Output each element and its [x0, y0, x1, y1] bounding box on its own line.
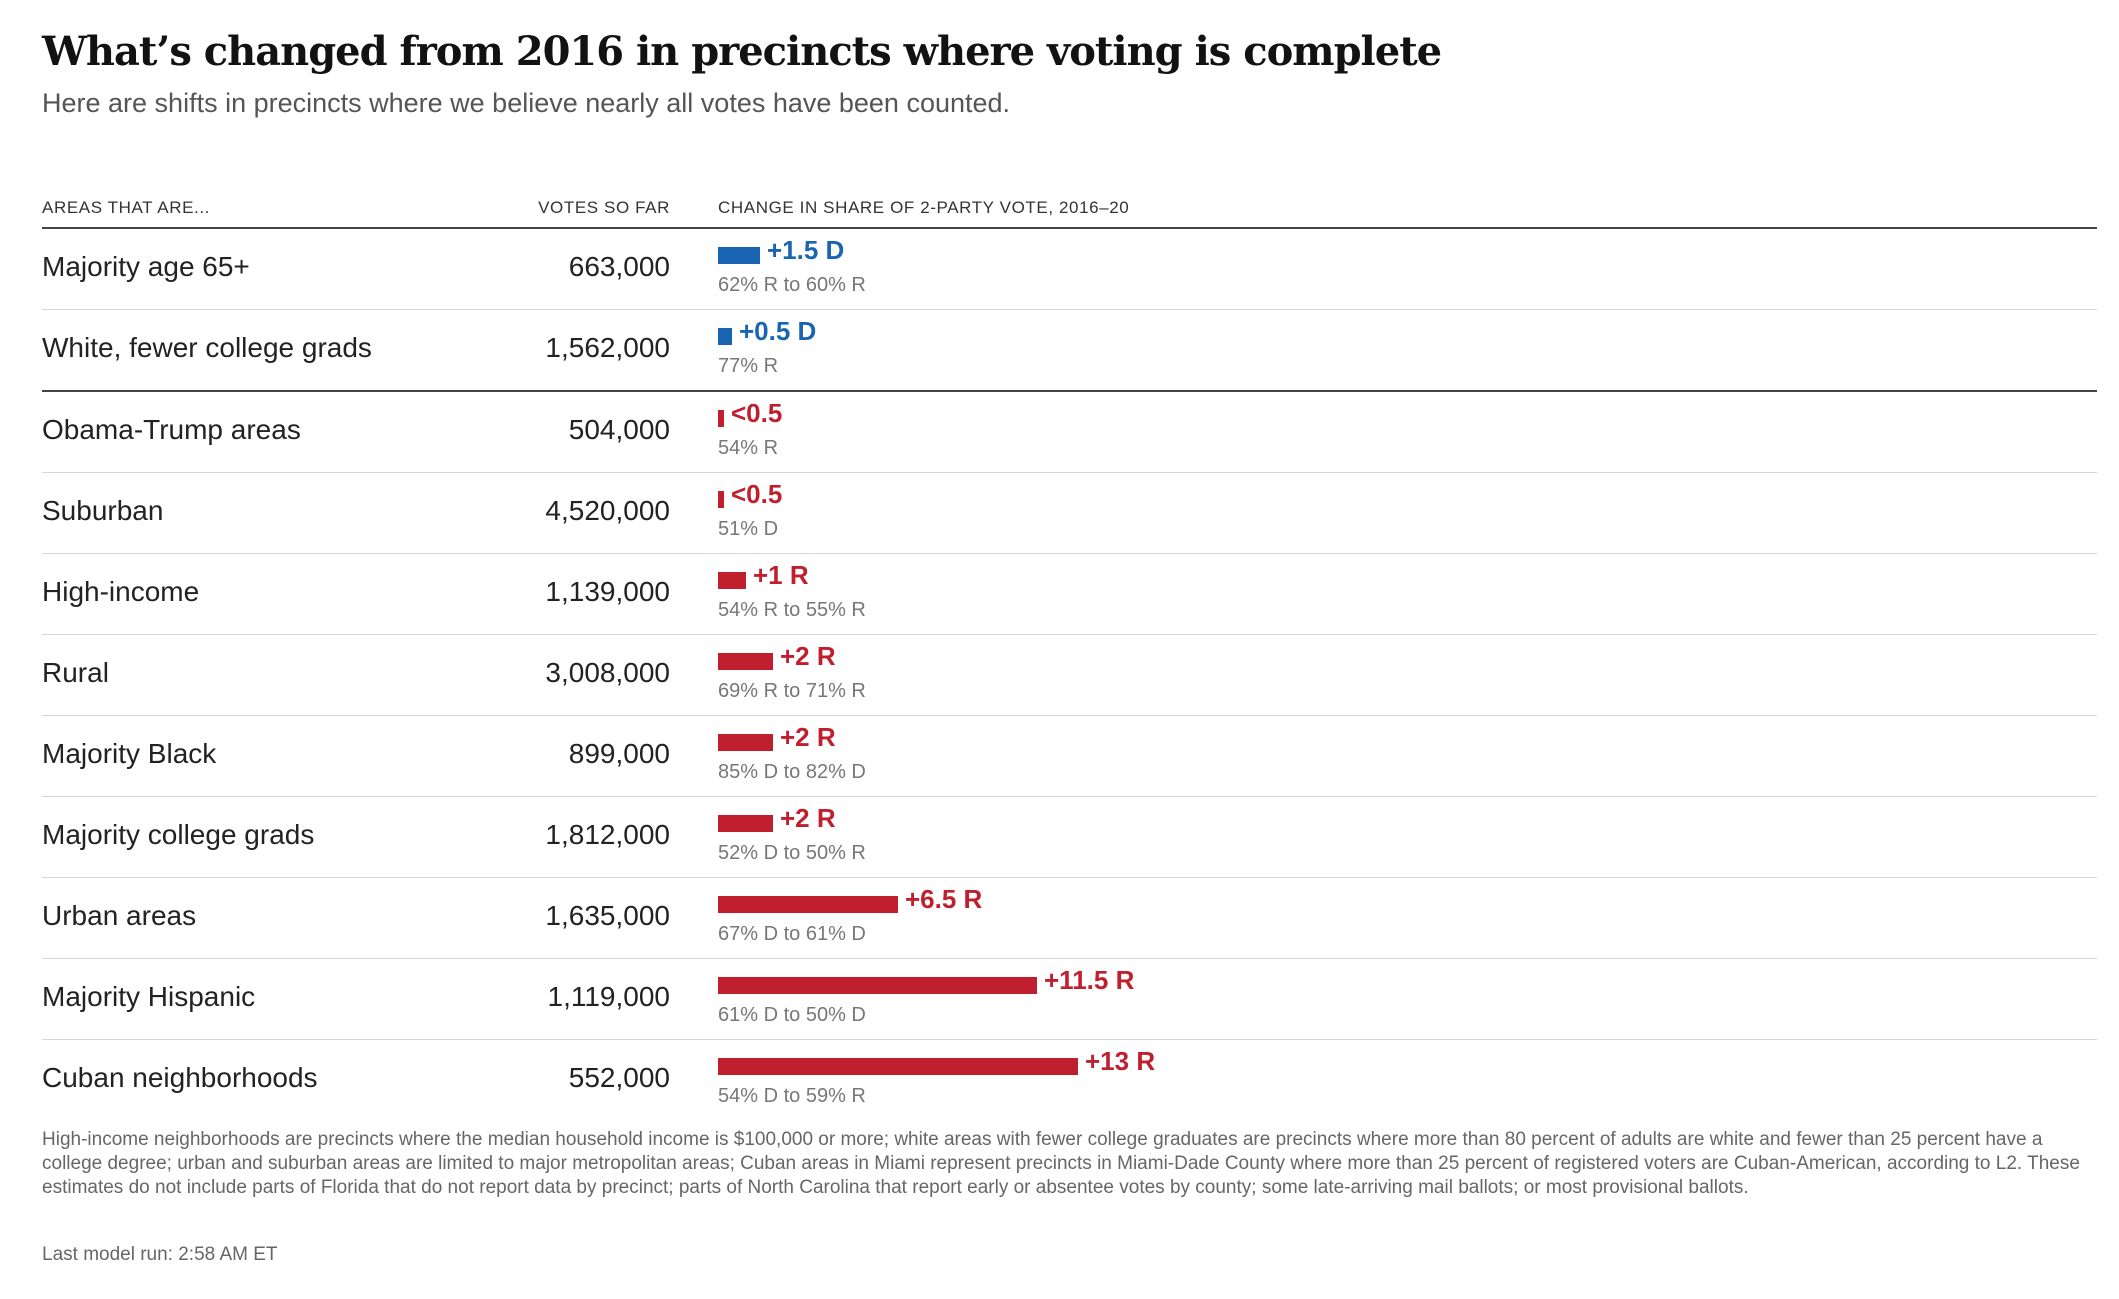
row-area-label: Suburban: [42, 495, 164, 526]
change-value-label: +2 R: [780, 803, 836, 833]
chart-title: What’s changed from 2016 in precincts wh…: [42, 28, 1442, 75]
column-header-area: AREAS THAT ARE...: [42, 198, 210, 217]
row-area-label: White, fewer college grads: [42, 332, 372, 363]
change-bar: [718, 653, 773, 670]
column-header-votes: VOTES SO FAR: [538, 198, 670, 217]
last-model-run: Last model run: 2:58 AM ET: [42, 1244, 278, 1265]
row-area-label: Urban areas: [42, 900, 197, 931]
footnote: High-income neighborhoods are precincts …: [42, 1129, 2080, 1198]
row-votes-value: 899,000: [568, 738, 670, 769]
change-value-label: <0.5: [731, 398, 783, 428]
change-value-label: +6.5 R: [905, 884, 983, 914]
row-votes-value: 504,000: [568, 414, 670, 445]
row-area-label: Majority college grads: [42, 819, 315, 850]
table-row: Majority college grads 1,812,000 +2 R 52% D…: [42, 796, 2097, 877]
row-area-label: Majority Hispanic: [42, 981, 256, 1012]
column-header-change: CHANGE IN SHARE OF 2-PARTY VOTE, 2016–20: [718, 198, 1130, 217]
table-row: Majority Black 899,000 +2 R 85% D to 82% D: [42, 715, 2097, 796]
change-bar: [718, 734, 773, 751]
share-detail: 54% R to 55% R: [718, 599, 866, 621]
share-detail: 85% D to 82% D: [718, 761, 866, 783]
change-value-label: +1.5 D: [767, 235, 845, 265]
table-row: Urban areas 1,635,000 +6.5 R 67% D to 61% D: [42, 877, 2097, 958]
share-detail: 52% D to 50% R: [718, 842, 866, 864]
row-votes-value: 663,000: [568, 251, 670, 282]
row-votes-value: 1,812,000: [545, 819, 670, 850]
change-value-label: +2 R: [780, 641, 836, 671]
change-value-label: +1 R: [753, 560, 809, 590]
table-row: Cuban neighborhoods 552,000 +13 R 54% D to …: [42, 1039, 2097, 1120]
table-row: High-income 1,139,000 +1 R 54% R to 55% R: [42, 553, 2097, 634]
change-bar: [718, 410, 724, 427]
table-row: Majority age 65+ 663,000 +1.5 D 62% R to 60…: [42, 227, 2097, 309]
change-bar: [718, 896, 898, 913]
change-value-label: +11.5 R: [1044, 965, 1135, 995]
table-row: Obama-Trump areas 504,000 <0.5 54% R: [42, 390, 2097, 472]
row-votes-value: 1,635,000: [545, 900, 670, 931]
change-value-label: +2 R: [780, 722, 836, 752]
change-value-label: <0.5: [731, 479, 783, 509]
row-area-label: High-income: [42, 576, 200, 607]
row-area-label: Obama-Trump areas: [42, 414, 301, 445]
share-detail: 67% D to 61% D: [718, 923, 866, 945]
row-votes-value: 4,520,000: [545, 495, 670, 526]
share-detail: 61% D to 50% D: [718, 1004, 866, 1026]
change-bar: [718, 977, 1037, 994]
change-bar: [718, 815, 773, 832]
row-area-label: Rural: [42, 657, 109, 688]
share-detail: 69% R to 71% R: [718, 680, 866, 702]
results-table: Majority age 65+ 663,000 +1.5 D 62% R to 60…: [42, 227, 2097, 1120]
table-row: Suburban 4,520,000 <0.5 51% D: [42, 472, 2097, 553]
change-bar: [718, 572, 746, 589]
chart-subtitle: Here are shifts in precincts where we be…: [42, 88, 1011, 118]
row-area-label: Cuban neighborhoods: [42, 1062, 318, 1093]
row-votes-value: 1,139,000: [545, 576, 670, 607]
row-votes-value: 552,000: [568, 1062, 670, 1093]
change-bar: [718, 491, 724, 508]
table-row: Rural 3,008,000 +2 R 69% R to 71% R: [42, 634, 2097, 715]
share-detail: 54% R: [718, 437, 779, 459]
change-bar: [718, 1058, 1078, 1075]
row-votes-value: 1,562,000: [545, 332, 670, 363]
row-votes-value: 1,119,000: [547, 981, 671, 1012]
share-detail: 77% R: [718, 355, 779, 377]
share-detail: 54% D to 59% R: [718, 1085, 866, 1107]
share-detail: 51% D: [718, 518, 779, 540]
change-bar: [718, 247, 760, 264]
table-row: White, fewer college grads 1,562,000 +0.5 …: [42, 309, 2097, 390]
row-votes-value: 3,008,000: [545, 657, 670, 688]
change-value-label: +0.5 D: [739, 316, 817, 346]
table-row: Majority Hispanic 1,119,000 +11.5 R 61% D t…: [42, 958, 2097, 1039]
row-area-label: Majority Black: [42, 738, 217, 769]
change-bar: [718, 328, 732, 345]
change-value-label: +13 R: [1085, 1046, 1156, 1076]
row-area-label: Majority age 65+: [42, 251, 250, 282]
share-detail: 62% R to 60% R: [718, 274, 866, 296]
